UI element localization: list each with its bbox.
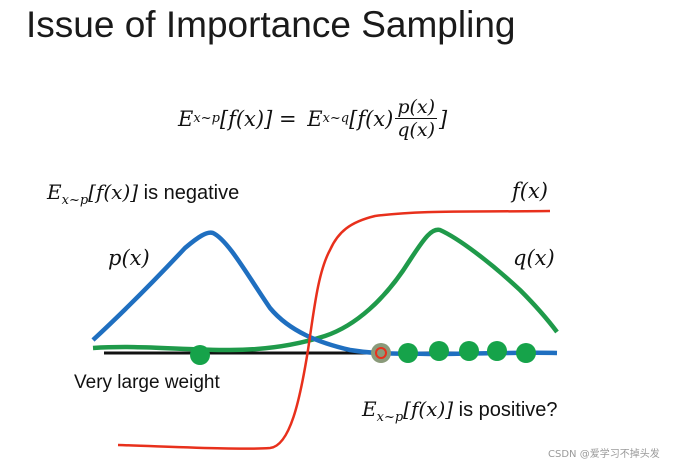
eq-fraction: p(x) q(x) xyxy=(395,96,438,141)
pos-text: is positive? xyxy=(453,399,558,421)
csdn-watermark: CSDN @爱学习不掉头发 xyxy=(548,449,660,460)
eq-lhs-sub: x~p xyxy=(193,111,220,126)
neg-arg: [f(x)] xyxy=(88,180,139,204)
q-curve xyxy=(92,227,559,353)
sample-dot-highlighted xyxy=(371,343,391,363)
sample-dot xyxy=(487,341,507,361)
neg-text: is negative xyxy=(138,182,240,204)
positive-expectation-label: Ex~p[f(x)] is positive? xyxy=(362,397,558,425)
eq-rhs-E: E xyxy=(307,106,323,131)
neg-E: E xyxy=(47,180,62,204)
very-large-weight-label: Very large weight xyxy=(74,372,220,393)
sample-dot-large-weight xyxy=(190,345,210,365)
f-curve-label: f(x) xyxy=(512,179,549,203)
eq-lhs-arg: [f(x)] = xyxy=(219,106,304,131)
p-curve-label: p(x) xyxy=(108,246,150,270)
eq-rhs-sub: x~q xyxy=(322,111,350,126)
q-curve-label: q(x) xyxy=(513,246,555,270)
sample-dot xyxy=(459,341,479,361)
pos-sub: x~p xyxy=(376,410,404,425)
eq-rhs-arg: [f(x) xyxy=(349,106,394,131)
negative-expectation-label: Ex~p[f(x)] is negative xyxy=(47,180,239,208)
neg-sub: x~p xyxy=(61,193,89,208)
eq-lhs-E: E xyxy=(178,106,194,131)
eq-frac-denominator: q(x) xyxy=(397,119,436,141)
pos-arg: [f(x)] xyxy=(403,397,454,421)
sample-dot xyxy=(398,343,418,363)
eq-frac-numerator: p(x) xyxy=(395,96,438,119)
highlight-marker xyxy=(375,347,387,359)
sample-dot xyxy=(516,343,536,363)
slide-title: Issue of Importance Sampling xyxy=(26,4,516,45)
pos-E: E xyxy=(362,397,377,421)
f-curve xyxy=(117,209,551,450)
sample-dot xyxy=(429,341,449,361)
eq-close: ] xyxy=(439,106,448,131)
